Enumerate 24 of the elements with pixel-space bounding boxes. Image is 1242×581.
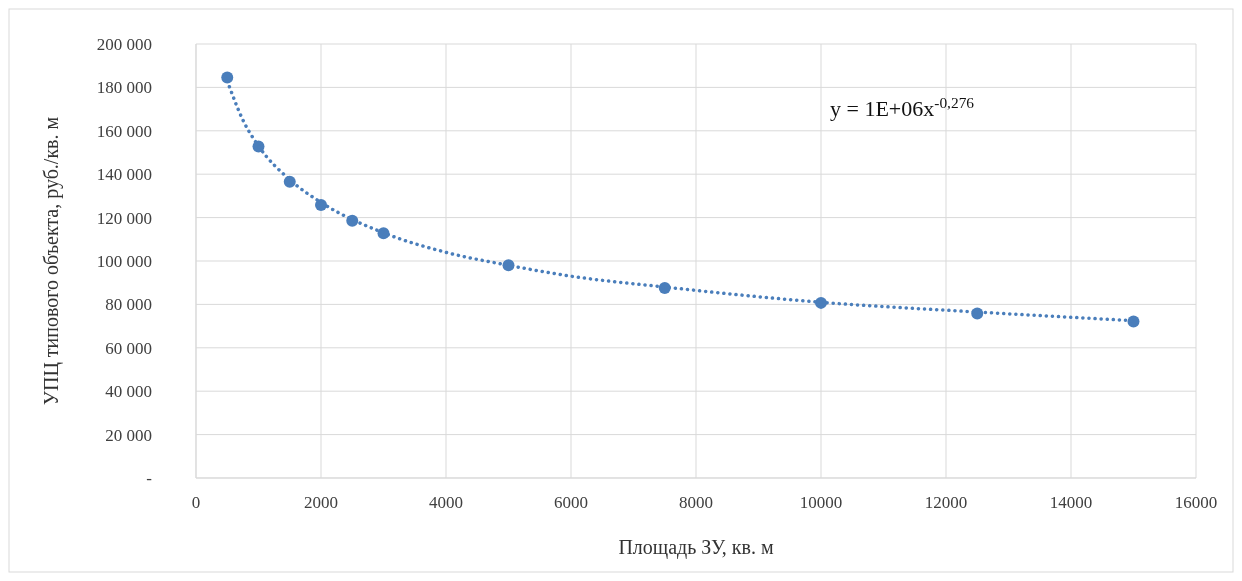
y-tick-label: 40 000 bbox=[105, 382, 152, 402]
y-axis-title: УПЦ типового объекта, руб./кв. м bbox=[40, 116, 63, 406]
x-tick-label: 16000 bbox=[1174, 493, 1218, 512]
x-axis-title: Площадь ЗУ, кв. м bbox=[618, 536, 774, 559]
x-tick-label: 0 bbox=[191, 493, 201, 512]
y-tick-label: 120 000 bbox=[96, 208, 152, 228]
x-tick-label: 14000 bbox=[1049, 493, 1093, 512]
y-tick-label: 100 000 bbox=[96, 251, 152, 271]
annotation: y = 1E+06x$^{-0,276}$ bbox=[830, 93, 975, 121]
y-tick-label: - bbox=[146, 468, 153, 488]
x-tick-label: 2000 bbox=[304, 493, 338, 512]
y-tick-label: 20 000 bbox=[105, 425, 152, 445]
point bbox=[1127, 315, 1140, 328]
x-tick-label: 12000 bbox=[924, 493, 968, 512]
y-tick-label: 140 000 bbox=[96, 165, 152, 185]
y-tick-label: 200 000 bbox=[96, 34, 152, 54]
y-tick-label: 80 000 bbox=[105, 295, 152, 315]
y-tick-label: 160 000 bbox=[96, 121, 152, 141]
y-tick-label: 60 000 bbox=[105, 338, 152, 358]
x-tick-label: 10000 bbox=[799, 493, 843, 512]
x-tick-label: 6000 bbox=[554, 493, 588, 512]
x-tick-label: 4000 bbox=[429, 493, 463, 512]
x-tick-label: 8000 bbox=[679, 493, 713, 512]
y-tick-label: 180 000 bbox=[96, 78, 152, 98]
